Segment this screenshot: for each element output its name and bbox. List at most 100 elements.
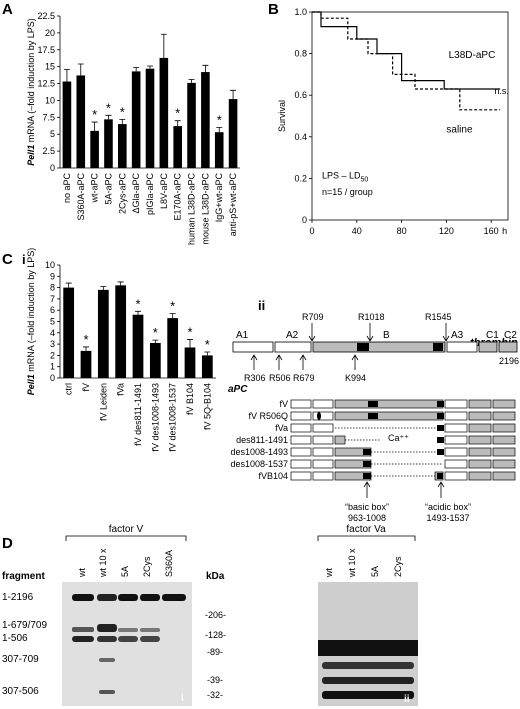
C-ytick-label-0: 0 (50, 373, 55, 383)
A-significance-e170a-apc: * (175, 106, 180, 121)
B-ytick-label-1-0: 1.0 (294, 7, 307, 17)
band-i-5A-1-506 (118, 636, 138, 642)
C-ytick-label-9: 9 (50, 271, 55, 281)
lane-label-i-wt: wt (77, 568, 87, 578)
C-ylabel: Pell1 mRNA (–fold induction by LPS) (26, 248, 36, 396)
domain-A2 (274, 341, 312, 353)
A-ytick-label-2-5: 2.5 (42, 146, 55, 156)
A-bar-no-apc (62, 81, 72, 168)
B-xtick-label-40: 40 (352, 226, 362, 236)
A-errorbar-e170a-apc (174, 120, 181, 127)
construct-des1008-1493 (290, 447, 516, 457)
panel-label-A: A (2, 1, 13, 18)
basic-box-arrow (363, 481, 371, 498)
C-errorbar-fv-b104 (187, 339, 193, 348)
fragment-1-506: 1-506 (2, 633, 28, 644)
A-xtick-label-5a-apc: 5A-aPC (103, 173, 113, 205)
marker-206: -206- (205, 610, 226, 620)
band-ii-32 (322, 691, 414, 699)
C-significance-fv-b104: * (187, 325, 192, 340)
B-ytick-label-0-6: 0.6 (294, 90, 307, 100)
A-bar-pigla-apc (145, 68, 155, 168)
C-ylabel-gene: Pell1 (26, 374, 36, 395)
A-errorbar-igg-wt-apc (216, 127, 223, 133)
band-i-wt10x-1-506 (97, 636, 117, 642)
C-ytick-label-1: 1 (50, 362, 55, 372)
chart-B: 0 0.2 0.4 0.6 0.8 1.0 0 40 80 120 160 h Survival L38D… (277, 7, 509, 236)
western-blot: factor V factor Va wt wt 10 x 5A 2Cys S3… (2, 524, 418, 706)
A-xtick-label-no-apc: no aPC (62, 173, 72, 204)
lane-label-ii-wt: wt (324, 568, 334, 578)
domain-C1 (478, 341, 498, 353)
panel-label-C-ii: ii (258, 298, 265, 313)
fragment-1-2196: 1-2196 (2, 592, 34, 603)
A-errorbar-l8v-apc (160, 33, 167, 58)
B-xtick-label-160: 160 (484, 226, 499, 236)
C-ytick-label-2: 2 (50, 350, 55, 360)
marker-89: -89- (207, 647, 223, 657)
fragment-1-679-709: 1-679/709 (2, 620, 47, 631)
B-xtick-label-0: 0 (309, 226, 314, 236)
basic-box-mark (357, 343, 369, 351)
C-significance-fv-des1008-1493: * (153, 325, 158, 340)
C-bar-fv-des811-1491 (132, 314, 144, 378)
C-ytick-label-3: 3 (50, 339, 55, 349)
A-errorbar-2cys-apc (119, 118, 126, 125)
bracket-factor-va (317, 535, 416, 541)
thrombin-site-R709: R709 (302, 312, 324, 322)
domain-A1 (232, 341, 274, 353)
fragment-307-506: 307-506 (2, 686, 39, 697)
A-bar-anti-ps-wt-apc (228, 99, 238, 168)
panel-label-C: C (2, 251, 13, 268)
thrombin-site-R1545: R1545 (425, 312, 452, 322)
A-errorbar-anti-ps-wt-apc (230, 89, 237, 100)
calcium-label: Ca⁺⁺ (388, 433, 409, 443)
thrombin-arrow-R1018 (366, 323, 374, 342)
B-plot-frame (311, 11, 509, 221)
construct-label-des1008-1537: des1008-1537 (230, 459, 288, 469)
A-ytick-label-17-5: 17.5 (37, 45, 55, 55)
B-ytick-label-0-8: 0.8 (294, 49, 307, 59)
band-i-5A-1-679 (118, 628, 138, 632)
apc-arrow-R306 (250, 354, 258, 370)
A-xtick-label-l8v-apc: L8V-aPC (159, 173, 169, 210)
fragment-header: fragment (2, 571, 45, 582)
C-xtick-label-fv-des811-1491: fV des811-1491 (133, 383, 143, 446)
C-xtick-label-fv: fV (81, 383, 91, 392)
construct-label-fVB104: fVB104 (258, 471, 288, 481)
construct-rows: fV fV R506Q (230, 399, 516, 481)
A-ytick-label-10: 10 (45, 95, 55, 105)
lane-label-ii-2Cys: 2Cys (393, 556, 403, 577)
lane-label-i-2Cys: 2Cys (142, 556, 152, 577)
A-xtick-label-gla-apc: ΔGla-aPC (131, 173, 141, 214)
band-i-wt-1-506 (72, 636, 94, 642)
B-xlabel: h (502, 226, 507, 236)
C-xtick-label-fv-leiden: fV Leiden (98, 383, 108, 421)
B-series-label-saline: saline (446, 125, 473, 136)
C-significance-fv-5q-b104: * (205, 337, 210, 352)
C-significance-fv: * (83, 332, 88, 347)
apc-label: aPC (228, 384, 248, 395)
band-i-2Cys-1-679 (140, 628, 160, 632)
A-bar-wt-apc (90, 130, 99, 168)
end-number: 2196 (499, 356, 519, 366)
A-ytick-label-20: 20 (45, 28, 55, 38)
A-errorbar-human-l38d-apc (188, 79, 195, 83)
C-ytick-label-10: 10 (45, 260, 55, 270)
A-ytick-label-12-5: 12.5 (37, 79, 55, 89)
B-ytick-label-0: 0 (302, 215, 307, 225)
C-significance-fv-des1008-1537: * (170, 299, 175, 314)
apc-site-R679: R679 (293, 373, 315, 383)
domain-C2 (498, 341, 518, 353)
band-i-wt10x-307-709 (99, 658, 115, 662)
A-significance-5a-apc: * (106, 100, 111, 115)
domain-label-B: B (383, 330, 390, 341)
B-series-label-l38d: L38D-aPC (449, 50, 496, 61)
C-errorbar-fv-des1008-1493 (152, 339, 159, 343)
A-bar-human-l38d-apc (187, 82, 196, 168)
A-xtick-label-igg-wt-apc: IgG+wt-aPC (214, 173, 224, 223)
B-ylabel: Survival (277, 100, 287, 132)
A-ytick-label-15: 15 (45, 62, 55, 72)
thrombin-site-R1018: R1018 (358, 312, 385, 322)
